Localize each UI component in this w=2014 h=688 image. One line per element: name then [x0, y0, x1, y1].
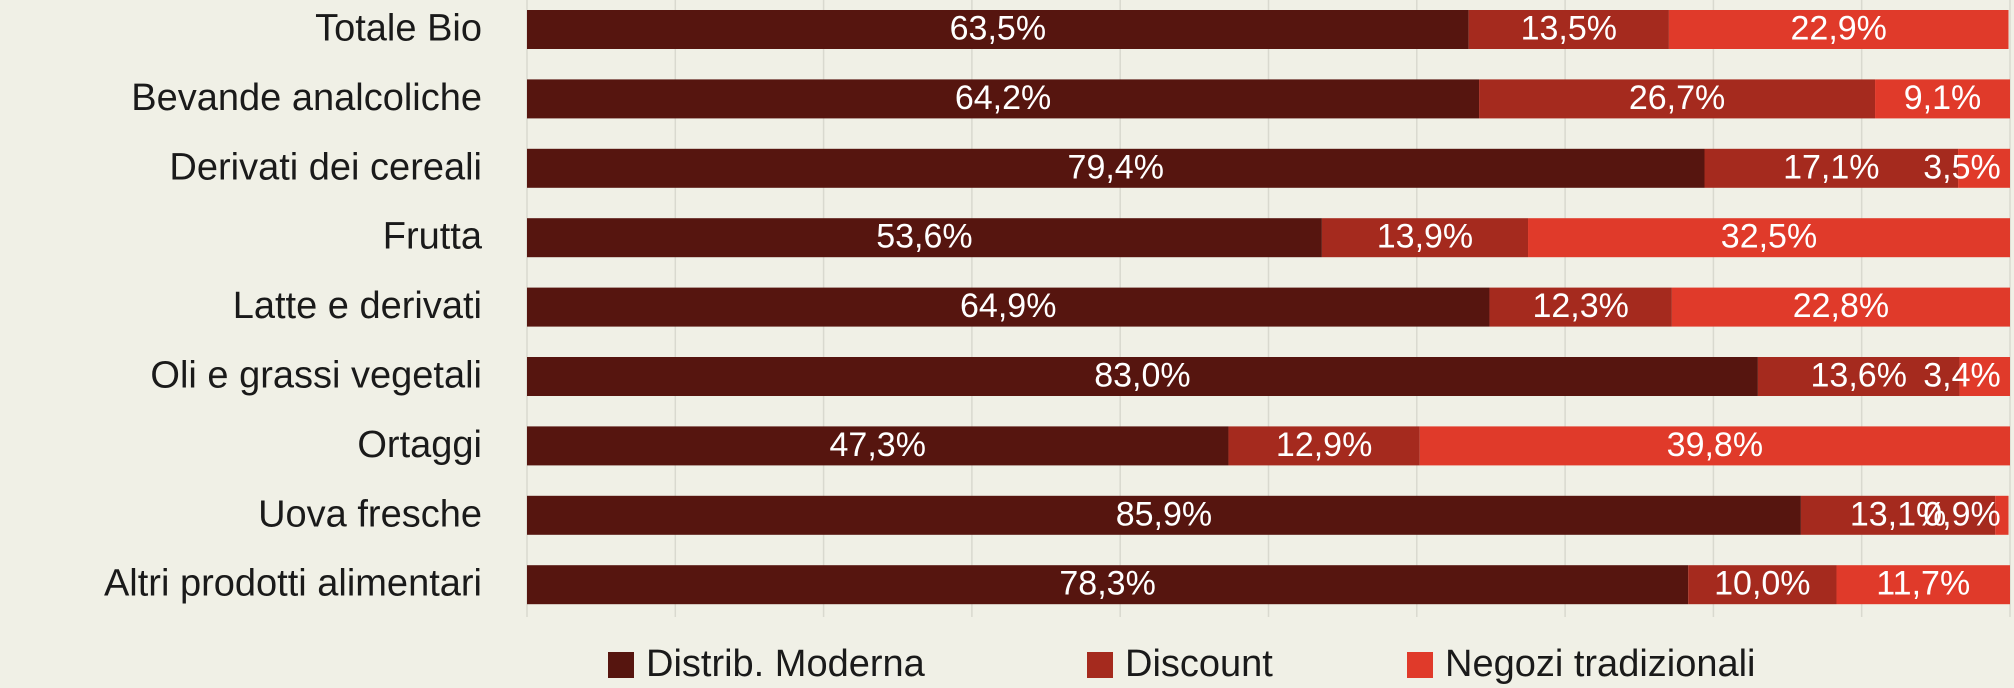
- legend-label: Discount: [1125, 643, 1273, 685]
- data-label: 9,1%: [1904, 79, 1982, 117]
- bar-segment: [1875, 79, 2010, 119]
- bar-segment: [1757, 357, 1960, 396]
- bar-segment: [527, 287, 1490, 327]
- bar-segment: [1419, 426, 2010, 466]
- bar-segment: [1995, 495, 2009, 535]
- category-label: Oli e grassi vegetali: [150, 355, 482, 397]
- category-label: Totale Bio: [315, 8, 482, 50]
- data-label: 47,3%: [830, 426, 926, 464]
- legend-swatch: [1407, 652, 1433, 678]
- data-label: 26,7%: [1629, 79, 1725, 117]
- data-label: 13,1%: [1850, 495, 1946, 533]
- bar-segment: [527, 565, 1689, 605]
- data-label: 3,5%: [1923, 148, 2001, 186]
- data-label: 11,7%: [1876, 565, 1970, 603]
- legend-label: Negozi tradizionali: [1445, 643, 1756, 685]
- bar-segment: [1704, 148, 1959, 188]
- bar-segment: [1668, 10, 2009, 49]
- bar-segment: [527, 79, 1480, 119]
- data-label: 3,4%: [1923, 356, 2001, 394]
- data-label: 13,9%: [1377, 218, 1473, 256]
- data-label: 79,4%: [1068, 148, 1164, 186]
- data-label: 78,3%: [1059, 565, 1155, 603]
- bar-segment: [1528, 218, 2010, 258]
- category-label: Uova fresche: [258, 493, 482, 535]
- data-label: 12,9%: [1276, 426, 1372, 464]
- bar-segment: [1958, 148, 2010, 188]
- data-label: 64,2%: [955, 79, 1051, 117]
- data-label: 0,9%: [1923, 495, 2001, 533]
- data-label: 39,8%: [1667, 426, 1763, 464]
- data-label: 13,5%: [1521, 9, 1617, 47]
- bar-segment: [527, 426, 1229, 466]
- bar-segment: [1321, 218, 1529, 258]
- bar-segment: [1671, 287, 2010, 327]
- bar-segment: [1489, 287, 1672, 327]
- category-label: Derivati dei cereali: [169, 146, 482, 188]
- bar-segment: [527, 148, 1705, 188]
- category-label: Frutta: [383, 216, 483, 258]
- data-label: 12,3%: [1532, 287, 1628, 325]
- data-label: 10,0%: [1714, 565, 1810, 603]
- bar-segment: [1479, 79, 1876, 119]
- data-label: 22,9%: [1791, 9, 1887, 47]
- bar-segment: [1836, 565, 2010, 605]
- category-label: Altri prodotti alimentari: [104, 563, 482, 605]
- data-label: 17,1%: [1783, 148, 1879, 186]
- category-label: Bevande analcoliche: [131, 77, 482, 119]
- bar-segment: [527, 10, 1469, 49]
- data-label: 13,6%: [1811, 356, 1907, 394]
- bar-segment: [527, 218, 1322, 258]
- bar-segment: [527, 495, 1801, 535]
- bar-segment: [1228, 426, 1420, 466]
- legend-label: Distrib. Moderna: [646, 643, 926, 685]
- bar-segment: [1468, 10, 1669, 49]
- data-label: 53,6%: [876, 218, 972, 256]
- data-label: 64,9%: [960, 287, 1056, 325]
- bar-segment: [1959, 357, 2010, 396]
- data-label: 63,5%: [950, 9, 1046, 47]
- category-label: Latte e derivati: [233, 285, 482, 327]
- bar-segment: [1800, 495, 1996, 535]
- data-label: 85,9%: [1116, 495, 1212, 533]
- data-label: 22,8%: [1793, 287, 1889, 325]
- bar-segment: [527, 357, 1758, 396]
- category-label: Ortaggi: [357, 424, 482, 466]
- data-label: 32,5%: [1721, 218, 1817, 256]
- legend-swatch: [608, 652, 634, 678]
- legend-swatch: [1087, 652, 1113, 678]
- data-label: 83,0%: [1094, 356, 1190, 394]
- bar-segment: [1688, 565, 1837, 605]
